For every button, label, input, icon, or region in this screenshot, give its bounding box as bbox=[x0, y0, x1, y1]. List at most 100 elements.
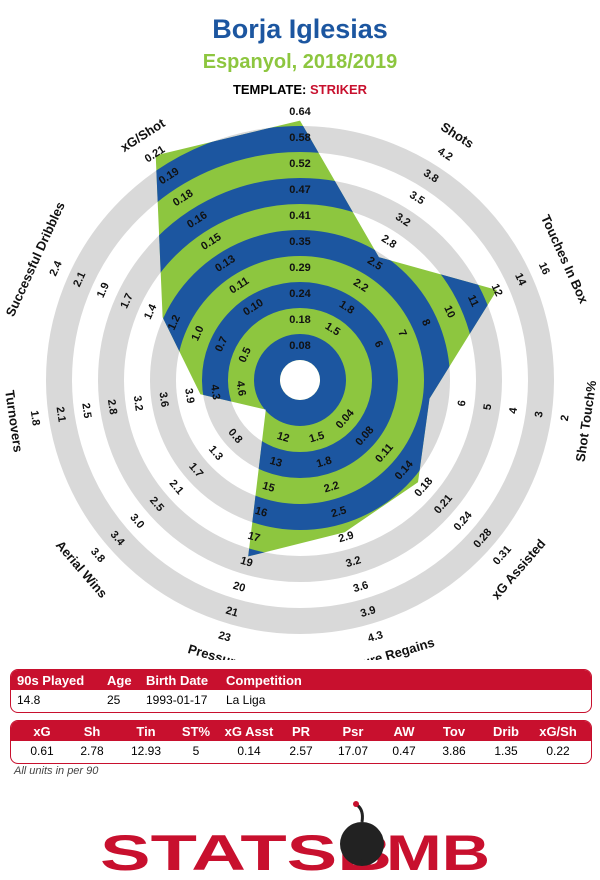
tick-label: 0.64 bbox=[289, 106, 311, 118]
tick-label: 3.9 bbox=[359, 604, 377, 620]
info-table: 90s Played Age Birth Date Competition 14… bbox=[10, 669, 592, 713]
tick-label: 2.9 bbox=[337, 529, 355, 545]
tick-label: 4.3 bbox=[208, 384, 222, 401]
tick-label: 0.24 bbox=[289, 288, 311, 300]
tick-label: 0.08 bbox=[289, 340, 310, 352]
tick-label: 12 bbox=[276, 430, 291, 445]
tick-label: 2.2 bbox=[323, 479, 341, 495]
tick-label: 0.35 bbox=[289, 236, 310, 248]
tick-label: 5 bbox=[482, 403, 495, 411]
metric-label: Shot Touch% bbox=[573, 379, 600, 463]
tick-label: 2.8 bbox=[379, 233, 398, 251]
stats-header-row: xG Sh Tin ST% xG Asst PR Psr AW Tov Drib… bbox=[11, 721, 591, 741]
tick-label: 4 bbox=[507, 406, 520, 415]
info-header-cell: Competition bbox=[226, 673, 302, 688]
tick-label: 2.1 bbox=[54, 406, 68, 423]
stats-header-cell: AW bbox=[393, 724, 415, 739]
tick-label: 1.9 bbox=[95, 281, 112, 300]
stats-table: xG Sh Tin ST% xG Asst PR Psr AW Tov Drib… bbox=[10, 720, 592, 764]
tick-label: 2.4 bbox=[47, 258, 65, 278]
stats-header-cell: xG/Sh bbox=[539, 724, 577, 739]
tick-label: 1.7 bbox=[118, 292, 135, 311]
tick-label: 0.29 bbox=[289, 262, 310, 274]
info-value-cell: 25 bbox=[107, 693, 121, 707]
value-band bbox=[254, 334, 346, 426]
tick-label: 6 bbox=[456, 399, 469, 407]
team-season: Espanyol, 2018/2019 bbox=[202, 51, 398, 73]
tick-label: 2.8 bbox=[105, 399, 119, 416]
tick-label: 0.7 bbox=[213, 335, 230, 354]
tick-label: 3.9 bbox=[182, 387, 196, 404]
logo-text-bomb: O bbox=[361, 859, 363, 861]
metric-label: Turnovers bbox=[2, 389, 26, 453]
stats-header-cell: Tov bbox=[442, 724, 466, 739]
value-band bbox=[202, 282, 398, 478]
tick-label: 23 bbox=[217, 630, 232, 645]
info-value-cell: La Liga bbox=[226, 693, 266, 707]
statsbomb-logo: STATSB O MB bbox=[100, 801, 490, 880]
tick-label: 12 bbox=[489, 282, 505, 298]
tick-label: 0.18 bbox=[289, 314, 310, 326]
radar-chart: 0.080.180.240.290.350.410.470.520.580.64… bbox=[2, 106, 600, 660]
info-header-cell: Birth Date bbox=[146, 673, 209, 688]
logo-text-right: MB bbox=[386, 825, 490, 880]
stats-header-cell: Sh bbox=[83, 724, 101, 739]
metric-label: Touches In Box bbox=[538, 212, 592, 306]
stats-value-cell: 17.07 bbox=[337, 744, 369, 758]
stats-header-cell: Drib bbox=[493, 724, 519, 739]
info-header-cell: Age bbox=[107, 673, 132, 688]
stats-header-cell: xG bbox=[33, 724, 51, 739]
tick-label: 13 bbox=[268, 455, 283, 470]
metric-label: Pressures bbox=[186, 641, 251, 660]
stats-header-cell: xG Asst bbox=[224, 724, 274, 739]
tick-label: 6 bbox=[372, 339, 385, 350]
info-header-row: 90s Played Age Birth Date Competition bbox=[11, 670, 591, 690]
template-label: TEMPLATE: STRIKER bbox=[0, 82, 600, 97]
tick-label: 3.5 bbox=[407, 189, 426, 207]
units-footnote: All units in per 90 bbox=[14, 765, 99, 777]
metric-label: Successful Dribbles bbox=[3, 199, 68, 318]
tick-label: 2 bbox=[559, 414, 572, 422]
tick-labels: 0.080.180.240.290.350.410.470.520.580.64… bbox=[28, 106, 572, 645]
tick-label: 14 bbox=[512, 271, 528, 288]
stats-value-row: 0.61 2.78 12.93 5 0.14 2.57 17.07 0.47 3… bbox=[11, 741, 591, 761]
tick-label: 0.52 bbox=[289, 158, 310, 170]
metric-label: Aerial Wins bbox=[53, 538, 111, 601]
stats-header-cell: ST% bbox=[181, 724, 211, 739]
tick-label: 3 bbox=[533, 410, 546, 418]
tick-label: 2.1 bbox=[71, 270, 88, 289]
info-value-cell: 1993-01-17 bbox=[146, 693, 208, 707]
tick-label: 1.4 bbox=[142, 302, 160, 322]
stats-value-cell: 0.47 bbox=[392, 744, 416, 758]
stats-value-cell: 1.35 bbox=[494, 744, 518, 758]
stats-value-cell: 0.61 bbox=[30, 744, 54, 758]
tick-label: 0.24 bbox=[452, 509, 476, 534]
tick-label: 20 bbox=[232, 580, 247, 595]
tick-label: 4.6 bbox=[234, 380, 248, 397]
stats-value-cell: 2.57 bbox=[289, 744, 313, 758]
stats-value-cell: 0.22 bbox=[546, 744, 570, 758]
value-band bbox=[155, 126, 497, 557]
tick-label: 16 bbox=[254, 505, 269, 520]
metric-label: xG Assisted bbox=[488, 536, 548, 602]
stats-value-cell: 3.86 bbox=[442, 744, 466, 758]
tick-label: 1.8 bbox=[28, 410, 42, 427]
tick-label: 1.3 bbox=[206, 444, 225, 463]
tick-label: 0.31 bbox=[491, 543, 514, 567]
tick-label: 21 bbox=[224, 605, 239, 620]
info-value-cell: 14.8 bbox=[17, 693, 41, 707]
tick-label: 8 bbox=[419, 317, 432, 328]
tick-label: 4.3 bbox=[366, 629, 384, 645]
tick-label: 3.2 bbox=[344, 554, 362, 570]
stats-value-cell: 0.14 bbox=[237, 744, 261, 758]
tick-label: 3.6 bbox=[352, 579, 370, 595]
tick-label: 4.2 bbox=[435, 145, 454, 163]
tick-label: 11 bbox=[465, 293, 481, 309]
tick-label: 0.41 bbox=[289, 210, 310, 222]
stats-value-cell: 2.78 bbox=[80, 744, 104, 758]
tick-label: 2.1 bbox=[167, 478, 186, 497]
tick-label: 2.5 bbox=[330, 504, 348, 520]
info-value-row: 14.8 25 1993-01-17 La Liga bbox=[11, 690, 591, 710]
tick-label: 19 bbox=[239, 555, 254, 570]
stats-header-cell: PR bbox=[291, 724, 311, 739]
